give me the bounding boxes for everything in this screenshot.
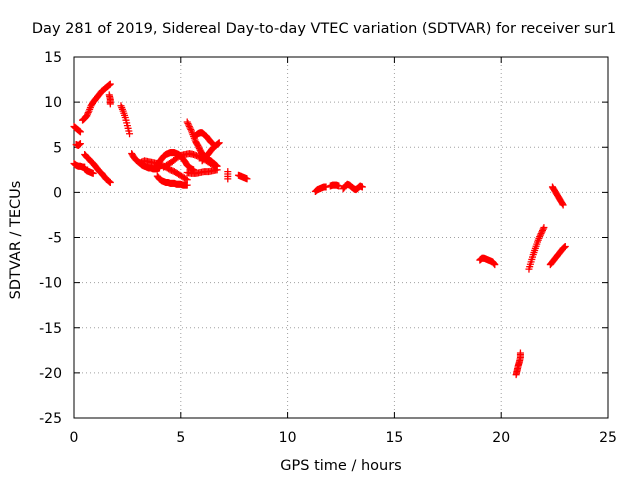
axis-ticks: 0 5 10 15 20 25 -25 -20 -15 -10 -5 0 5 10 15 (39, 50, 617, 446)
x-tick-label: 20 (492, 430, 510, 446)
x-tick-label: 0 (70, 430, 79, 446)
y-tick-label: -20 (39, 366, 62, 382)
data-point (213, 166, 221, 174)
data-point (558, 200, 566, 208)
y-tick-label: 10 (44, 95, 62, 111)
data-point (106, 100, 114, 108)
y-tick-label: 5 (53, 140, 62, 156)
data-point (183, 118, 191, 126)
data-point (215, 139, 223, 147)
data-point (185, 121, 193, 129)
data-point (106, 178, 114, 186)
data-point (559, 201, 567, 209)
data-point (186, 124, 194, 132)
data-point (84, 109, 92, 117)
data-point (490, 260, 498, 268)
x-tick-label: 5 (176, 430, 185, 446)
x-tick-label: 15 (385, 430, 403, 446)
y-tick-label: -10 (39, 276, 62, 292)
data-point (195, 143, 203, 151)
data-point (194, 141, 202, 149)
y-tick-label: -25 (39, 411, 62, 427)
x-tick-label: 25 (599, 430, 617, 446)
data-point (243, 175, 251, 183)
data-point (540, 224, 548, 232)
data-point (335, 182, 343, 190)
data-point (322, 183, 330, 191)
chart-title: Day 281 of 2019, Sidereal Day-to-day VTE… (32, 21, 616, 37)
data-points (70, 80, 569, 379)
data-point (561, 243, 569, 251)
data-point (536, 231, 544, 239)
data-point (516, 349, 524, 357)
data-point (538, 227, 546, 235)
x-tick-label: 10 (279, 430, 297, 446)
data-point (183, 181, 191, 189)
data-point (536, 233, 544, 241)
data-point (358, 183, 366, 191)
data-point (83, 112, 91, 120)
y-axis-label: SDTVAR / TECUs (8, 181, 24, 300)
data-point (224, 175, 232, 183)
data-point (537, 230, 545, 238)
y-tick-label: 0 (53, 185, 62, 201)
data-point (76, 128, 84, 136)
y-tick-label: -15 (39, 321, 62, 337)
y-tick-label: -5 (48, 231, 62, 247)
data-point (126, 130, 134, 138)
data-point (89, 169, 97, 177)
data-point (185, 122, 193, 130)
data-point (184, 119, 192, 127)
data-point (84, 110, 92, 118)
data-point (491, 261, 499, 269)
data-point (187, 126, 195, 134)
data-point (76, 140, 84, 148)
data-point (538, 228, 546, 236)
y-tick-label: 15 (44, 50, 62, 66)
data-point (106, 80, 114, 88)
data-point (190, 166, 198, 174)
x-axis-label: GPS time / hours (280, 458, 401, 474)
data-point (182, 175, 190, 183)
data-point (539, 225, 547, 233)
